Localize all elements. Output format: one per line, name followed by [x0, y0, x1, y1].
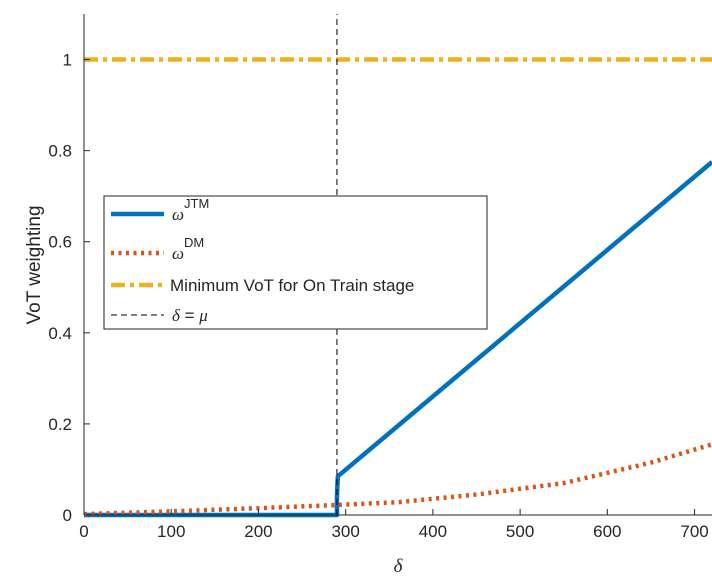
- legend: ωJTM ωDM Minimum VoT for On Train stage …: [103, 195, 488, 330]
- y-tick-label: 0.2: [48, 415, 72, 434]
- legend-label-min-vot: Minimum VoT for On Train stage: [170, 276, 414, 295]
- x-tick-label: 500: [506, 522, 534, 541]
- series-line-dm: [83, 442, 712, 517]
- ticks-layer: 0 100 200 300 400 500 600 700 0 0.2 0.4 0.6 0.8 1: [48, 51, 708, 541]
- x-tick-label: 400: [419, 522, 447, 541]
- y-tick-label: 0.4: [48, 324, 72, 343]
- x-tick-label: 0: [79, 522, 88, 541]
- legend-label-jtm: ωJTM: [172, 196, 209, 224]
- y-tick-label: 0: [63, 506, 72, 525]
- x-axis-label: δ: [394, 556, 404, 576]
- y-tick-label: 0.8: [48, 142, 72, 161]
- x-tick-label: 200: [244, 522, 272, 541]
- legend-label-delta-mu: δ = μ: [172, 306, 208, 325]
- legend-box: [103, 195, 488, 330]
- x-tick-label: 600: [593, 522, 621, 541]
- y-tick-label: 0.6: [48, 233, 72, 252]
- x-tick-label: 300: [331, 522, 359, 541]
- x-tick-label: 700: [680, 522, 708, 541]
- legend-label-dm: ωDM: [172, 235, 204, 263]
- y-axis-label: VoT weighting: [24, 205, 45, 324]
- x-tick-label: 100: [157, 522, 185, 541]
- y-tick-label: 1: [63, 51, 72, 70]
